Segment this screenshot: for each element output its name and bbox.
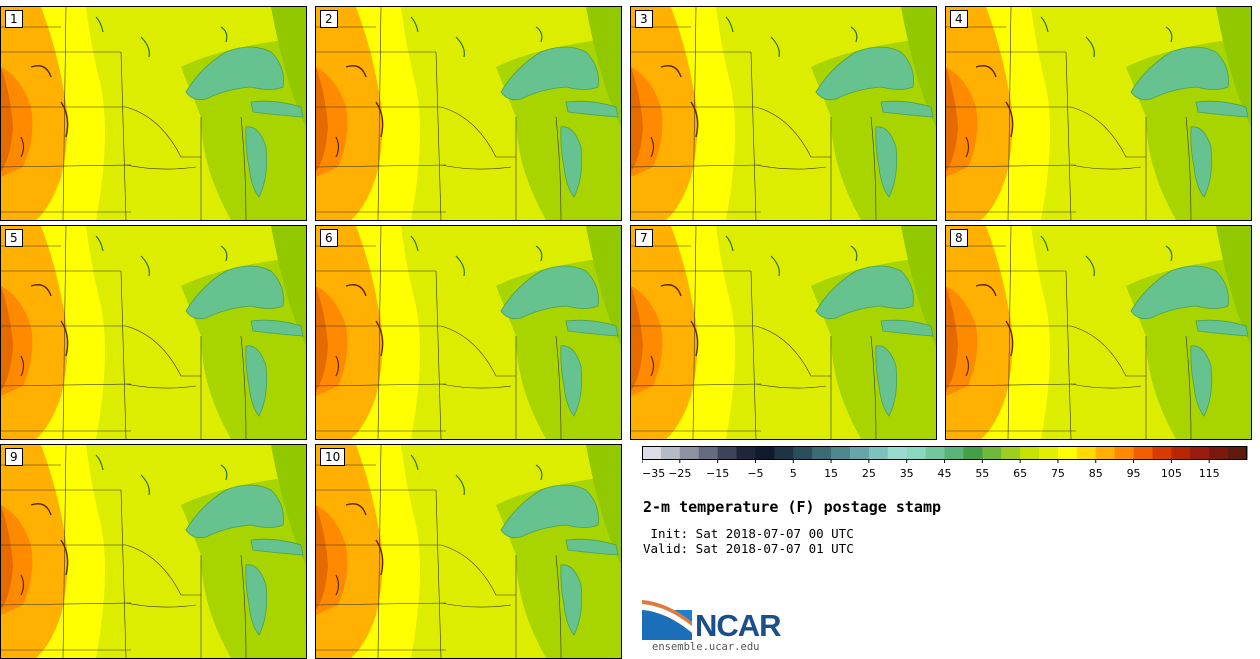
colorbar-segment	[1076, 446, 1097, 460]
figure-title: 2-m temperature (F) postage stamp	[643, 498, 942, 516]
temperature-map	[316, 7, 621, 220]
colorbar-segment	[774, 446, 794, 460]
member-panel-9: 9	[0, 444, 307, 659]
colorbar-tick-label: 95	[1127, 467, 1141, 480]
member-panel-7: 7	[630, 225, 937, 440]
temperature-map	[631, 7, 936, 220]
ncar-swoosh-icon	[642, 600, 692, 640]
colorbar-segment	[717, 446, 738, 460]
colorbar-tick-label: 105	[1161, 467, 1182, 480]
colorbar-segment	[944, 446, 964, 460]
temperature-map	[316, 226, 621, 439]
temperature-map	[946, 7, 1251, 220]
member-number-label: 10	[320, 448, 346, 466]
member-number-label: 5	[5, 229, 23, 247]
colorbar-segment	[642, 446, 662, 460]
member-panel-10: 10	[315, 444, 622, 659]
temperature-map	[1, 7, 306, 220]
colorbar-segment	[812, 446, 832, 460]
temperature-map	[946, 226, 1251, 439]
colorbar-tick-label: 65	[1013, 467, 1027, 480]
colorbar-segment	[755, 446, 775, 460]
colorbar-segment	[1171, 446, 1191, 460]
colorbar-segment	[698, 446, 719, 460]
colorbar-segment	[660, 446, 681, 460]
colorbar-segment	[679, 446, 700, 460]
colorbar-tick-label: 75	[1051, 467, 1065, 480]
temperature-map	[631, 226, 936, 439]
temperature-map	[1, 226, 306, 439]
temperature-colorbar: −35 −25 −15 −5 5 15 25 35 45 55 65 75 85 95 105 115	[642, 446, 1248, 480]
colorbar-segment	[1039, 446, 1059, 460]
member-number-label: 2	[320, 10, 338, 28]
member-number-label: 9	[5, 448, 23, 466]
colorbar-tick-label: 5	[790, 467, 797, 480]
colorbar-tick-label: 55	[975, 467, 989, 480]
member-panel-5: 5	[0, 225, 307, 440]
member-panel-3: 3	[630, 6, 937, 221]
colorbar-segment	[849, 446, 870, 460]
colorbar-segment	[868, 446, 889, 460]
valid-time: Valid: Sat 2018-07-07 01 UTC	[643, 541, 854, 556]
colorbar-segment	[963, 446, 983, 460]
colorbar-tick-label: 35	[900, 467, 914, 480]
member-number-label: 6	[320, 229, 338, 247]
ncar-logo: NCAR ensemble.ucar.edu	[642, 600, 792, 656]
colorbar-segment	[1209, 446, 1229, 460]
colorbar-segment	[982, 446, 1002, 460]
ncar-wordmark: NCAR	[695, 608, 782, 643]
colorbar-segment	[906, 446, 927, 460]
colorbar-segment	[1152, 446, 1172, 460]
member-panel-6: 6	[315, 225, 622, 440]
colorbar-segment	[793, 446, 813, 460]
colorbar-segment	[1133, 446, 1153, 460]
colorbar-segment	[925, 446, 945, 460]
colorbar-segment	[1095, 446, 1116, 460]
colorbar-tick-label: −25	[668, 467, 691, 480]
colorbar-tick-label: 45	[938, 467, 952, 480]
colorbar-tick-label: −5	[747, 467, 763, 480]
colorbar-segment	[1001, 446, 1021, 460]
colorbar-outline	[642, 446, 1247, 460]
colorbar-segment	[1020, 446, 1040, 460]
init-time: Init: Sat 2018-07-07 00 UTC	[643, 526, 854, 541]
member-panel-1: 1	[0, 6, 307, 221]
colorbar-tick-label: −35	[642, 467, 665, 480]
temperature-map	[316, 445, 621, 658]
colorbar-tick-label: 15	[824, 467, 838, 480]
member-number-label: 8	[950, 229, 968, 247]
member-panel-2: 2	[315, 6, 622, 221]
colorbar-segment	[1228, 446, 1248, 460]
member-number-label: 1	[5, 10, 23, 28]
member-number-label: 3	[635, 10, 653, 28]
colorbar-segment	[1190, 446, 1210, 460]
member-panel-8: 8	[945, 225, 1252, 440]
ensemble-url: ensemble.ucar.edu	[652, 641, 760, 653]
member-number-label: 4	[950, 10, 968, 28]
colorbar-segment	[887, 446, 908, 460]
colorbar-tick-label: 85	[1089, 467, 1103, 480]
colorbar-tick-label: 115	[1199, 467, 1220, 480]
temperature-map	[1, 445, 306, 658]
colorbar-segment	[736, 446, 756, 460]
colorbar-tick-label: 25	[862, 467, 876, 480]
colorbar-segment	[831, 446, 851, 460]
colorbar-tick-label: −15	[706, 467, 729, 480]
member-panel-4: 4	[945, 6, 1252, 221]
colorbar-segment	[1057, 446, 1078, 460]
colorbar-segment	[1114, 446, 1135, 460]
member-number-label: 7	[635, 229, 653, 247]
